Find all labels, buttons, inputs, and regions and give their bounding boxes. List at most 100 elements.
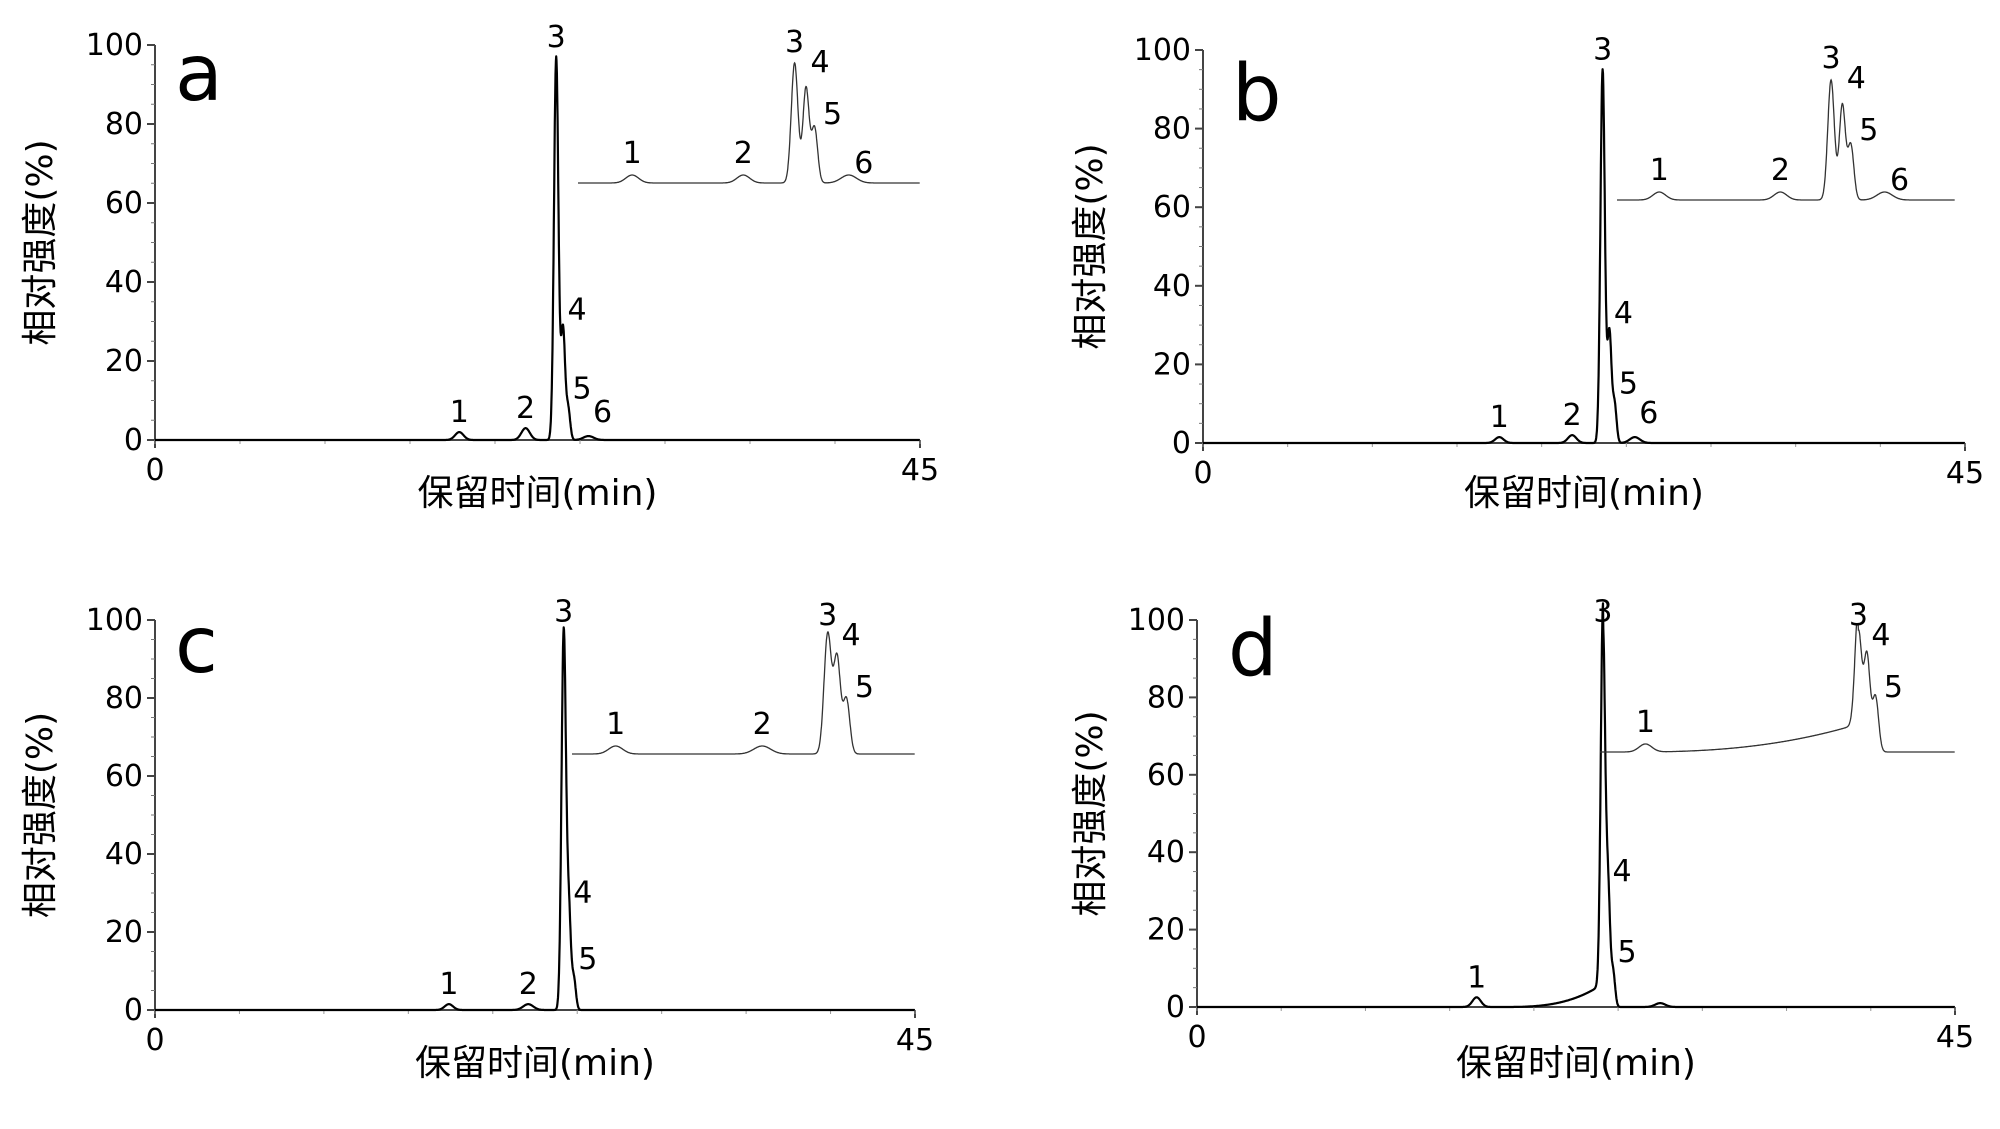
- y-tick-label: 0: [1166, 990, 1185, 1025]
- peak-label-2: 2: [516, 391, 535, 426]
- peak-label-4: 4: [573, 876, 592, 911]
- peak-label-4: 4: [1612, 854, 1631, 889]
- peak-label-3: 3: [554, 595, 573, 630]
- y-tick-label: 20: [105, 915, 143, 950]
- chromatogram-trace: [154, 626, 916, 1012]
- y-tick-label: 0: [124, 993, 143, 1028]
- inset-trace: [578, 61, 920, 184]
- x-axis-title: 保留时间(min): [418, 473, 658, 514]
- y-tick-label: 40: [1153, 269, 1191, 304]
- y-tick-label: 40: [105, 837, 143, 872]
- peak-label-6: 6: [1639, 396, 1658, 431]
- y-axis-title: 相对强度(%): [1070, 143, 1111, 349]
- inset-peak-label-2: 2: [734, 136, 753, 171]
- peak-label-5: 5: [1619, 367, 1638, 402]
- inset-peak-label-3: 3: [818, 598, 837, 633]
- peak-label-1: 1: [439, 967, 458, 1002]
- inset-peak-label-1: 1: [606, 707, 625, 742]
- chromatogram-trace: [1202, 68, 1966, 445]
- x-tick-label: 45: [901, 453, 939, 488]
- y-tick-label: 60: [105, 186, 143, 221]
- y-tick-label: 20: [1147, 913, 1185, 948]
- y-axis-title: 相对强度(%): [20, 139, 61, 345]
- inset-zoom: 1 34 5: [1600, 598, 1955, 753]
- inset-peak-label-6: 6: [854, 146, 873, 181]
- inset-peak-label-5: 5: [823, 97, 842, 132]
- inset-trace: [572, 631, 915, 755]
- inset-peak-label-4: 4: [841, 618, 860, 653]
- peak-label-3: 3: [547, 20, 566, 55]
- y-tick-label: 100: [86, 28, 143, 63]
- inset-peak-label-5: 5: [1884, 670, 1903, 705]
- x-tick-label: 0: [145, 1023, 164, 1058]
- y-tick-label: 0: [1172, 426, 1191, 461]
- peak-label-5: 5: [573, 371, 592, 406]
- peak-label-3: 3: [1593, 595, 1612, 630]
- peak-label-2: 2: [1563, 398, 1582, 433]
- peak-label-5: 5: [578, 942, 597, 977]
- peak-label-1: 1: [1467, 960, 1486, 995]
- inset-peak-label-1: 1: [1636, 705, 1655, 740]
- x-axis-title: 保留时间(min): [1464, 473, 1704, 514]
- chromatogram-trace: [154, 55, 921, 442]
- peak-label-2: 2: [519, 967, 538, 1002]
- inset-trace: [1617, 78, 1955, 201]
- y-tick-label: 100: [1128, 603, 1185, 638]
- y-tick-label: 60: [105, 759, 143, 794]
- y-tick-label: 20: [105, 344, 143, 379]
- inset-peak-label-5: 5: [1859, 113, 1878, 148]
- y-axis-title: 相对强度(%): [1070, 710, 1111, 916]
- y-tick-label: 80: [105, 107, 143, 142]
- x-tick-label: 45: [1936, 1020, 1974, 1055]
- inset-peak-label-4: 4: [810, 45, 829, 80]
- panel-label: d: [1228, 604, 1278, 694]
- y-tick-label: 80: [1153, 112, 1191, 147]
- x-tick-label: 0: [1193, 456, 1212, 491]
- inset-peak-label-4: 4: [1871, 618, 1890, 653]
- y-tick-label: 40: [1147, 835, 1185, 870]
- inset-peak-label-5: 5: [855, 670, 874, 705]
- peak-label-6: 6: [593, 395, 612, 430]
- peak-label-1: 1: [450, 395, 469, 430]
- inset-peak-label-6: 6: [1890, 163, 1909, 198]
- peak-label-5: 5: [1618, 935, 1637, 970]
- x-axis-title: 保留时间(min): [1456, 1043, 1696, 1084]
- inset-peak-label-4: 4: [1847, 61, 1866, 96]
- y-tick-label: 80: [105, 681, 143, 716]
- inset-zoom: 1 2 34 5: [572, 598, 915, 755]
- y-tick-label: 100: [86, 603, 143, 638]
- inset-peak-label-3: 3: [1849, 598, 1868, 633]
- x-axis-title: 保留时间(min): [415, 1043, 655, 1084]
- x-tick-label: 45: [896, 1023, 934, 1058]
- peak-label-4: 4: [567, 292, 586, 327]
- y-tick-label: 60: [1153, 190, 1191, 225]
- y-tick-label: 100: [1134, 33, 1191, 68]
- peak-label-4: 4: [1614, 296, 1633, 331]
- x-tick-label: 0: [145, 453, 164, 488]
- chromatogram-trace: [1196, 602, 1956, 1009]
- inset-peak-label-1: 1: [623, 136, 642, 171]
- x-tick-label: 0: [1187, 1020, 1206, 1055]
- inset-trace: [1600, 624, 1955, 753]
- y-tick-label: 80: [1147, 680, 1185, 715]
- inset-peak-label-3: 3: [1822, 41, 1841, 76]
- panel-label: c: [175, 601, 218, 691]
- inset-peak-label-2: 2: [1771, 153, 1790, 188]
- inset-peak-label-2: 2: [753, 707, 772, 742]
- y-tick-label: 0: [124, 423, 143, 458]
- inset-peak-label-1: 1: [1650, 153, 1669, 188]
- panel-label: a: [175, 29, 223, 119]
- y-tick-label: 20: [1153, 347, 1191, 382]
- peak-label-3: 3: [1593, 33, 1612, 68]
- peak-label-1: 1: [1490, 400, 1509, 435]
- y-tick-label: 40: [105, 265, 143, 300]
- y-axis-title: 相对强度(%): [20, 712, 61, 918]
- y-tick-label: 60: [1147, 758, 1185, 793]
